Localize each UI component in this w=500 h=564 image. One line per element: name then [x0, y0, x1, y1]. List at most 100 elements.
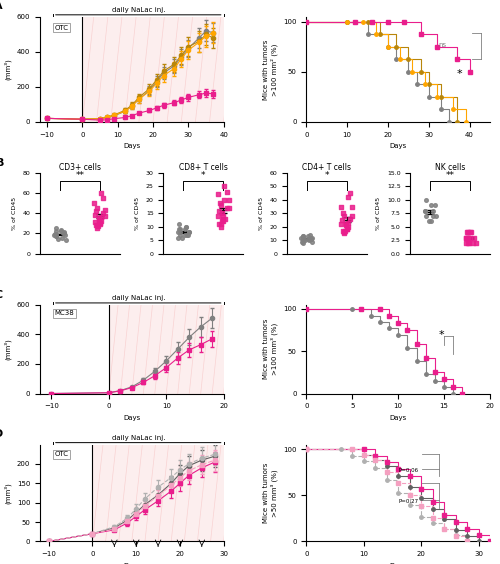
- Point: [94, 204, 102, 213]
- Point: [338, 219, 345, 228]
- Point: [462, 233, 470, 242]
- Point: [96, 219, 104, 228]
- Point: [100, 193, 108, 202]
- Point: [184, 230, 192, 239]
- Point: [428, 217, 436, 226]
- Point: [220, 217, 228, 226]
- Point: [297, 233, 305, 242]
- Point: [99, 209, 107, 218]
- Point: [182, 222, 190, 231]
- Bar: [92, 444, 224, 541]
- Point: [344, 218, 351, 227]
- Point: [308, 233, 316, 242]
- Text: daily NaLac inj.: daily NaLac inj.: [112, 7, 165, 13]
- Point: [428, 201, 436, 210]
- Point: [462, 228, 470, 237]
- Point: [92, 221, 100, 230]
- Point: [223, 187, 231, 196]
- Point: [182, 222, 190, 231]
- Point: [215, 219, 223, 228]
- Point: [341, 226, 349, 235]
- Point: [307, 234, 315, 243]
- Point: [52, 232, 60, 241]
- Text: D: D: [0, 429, 4, 439]
- Point: [216, 219, 224, 228]
- Point: [218, 217, 226, 226]
- X-axis label: Days: Days: [390, 415, 407, 421]
- X-axis label: Days: Days: [123, 143, 140, 149]
- Point: [174, 233, 182, 242]
- Y-axis label: % of CD45: % of CD45: [136, 197, 140, 230]
- Point: [422, 195, 430, 204]
- Point: [348, 212, 356, 221]
- Point: [95, 216, 103, 225]
- Point: [62, 235, 70, 244]
- Text: ns: ns: [438, 42, 446, 49]
- Point: [224, 195, 232, 204]
- Point: [92, 207, 100, 216]
- Point: [52, 224, 60, 233]
- Point: [185, 228, 193, 237]
- X-axis label: Days: Days: [123, 415, 140, 421]
- Point: [466, 233, 474, 242]
- Point: [421, 206, 429, 215]
- Point: [307, 234, 315, 243]
- Text: *: *: [457, 69, 462, 79]
- Point: [62, 231, 70, 240]
- Point: [176, 219, 184, 228]
- Point: [176, 230, 184, 239]
- Point: [176, 225, 184, 234]
- Point: [430, 201, 438, 210]
- Point: [429, 212, 437, 221]
- Point: [338, 226, 346, 235]
- Point: [466, 228, 473, 237]
- Point: [344, 222, 352, 231]
- Point: [464, 233, 472, 242]
- Point: [298, 232, 306, 241]
- Point: [216, 198, 224, 207]
- Point: [346, 214, 354, 223]
- Point: [344, 193, 352, 202]
- Y-axis label: Tumor volume
(mm³): Tumor volume (mm³): [0, 468, 11, 518]
- Text: C: C: [0, 289, 2, 299]
- Point: [93, 221, 101, 230]
- Point: [340, 228, 348, 237]
- Y-axis label: % of CD45: % of CD45: [258, 197, 264, 230]
- Text: daily NaLac inj.: daily NaLac inj.: [112, 295, 165, 301]
- Point: [220, 195, 228, 204]
- Title: CD3+ cells: CD3+ cells: [59, 163, 101, 172]
- Point: [97, 188, 105, 197]
- Point: [94, 224, 102, 233]
- Point: [102, 206, 110, 215]
- Point: [302, 236, 310, 245]
- Text: *: *: [324, 171, 329, 180]
- Text: *: *: [438, 331, 444, 341]
- Point: [218, 209, 226, 218]
- Point: [57, 227, 65, 236]
- Text: OTC: OTC: [54, 24, 68, 30]
- Text: daily NaLac inj.: daily NaLac inj.: [112, 435, 165, 440]
- Text: *: *: [201, 171, 205, 180]
- Point: [90, 199, 98, 208]
- Point: [184, 230, 192, 239]
- Title: CD4+ T cells: CD4+ T cells: [302, 163, 351, 172]
- Point: [180, 230, 188, 239]
- Point: [462, 233, 470, 242]
- Point: [218, 212, 226, 221]
- Point: [60, 229, 68, 238]
- Point: [342, 221, 350, 230]
- Point: [338, 215, 346, 224]
- Point: [464, 228, 471, 237]
- Point: [52, 227, 60, 236]
- Point: [422, 212, 430, 221]
- Point: [96, 220, 104, 229]
- Title: NK cells: NK cells: [435, 163, 466, 172]
- Y-axis label: % of CD45: % of CD45: [376, 197, 382, 230]
- Point: [343, 225, 351, 234]
- Point: [54, 234, 62, 243]
- Text: MC38: MC38: [54, 310, 74, 316]
- Point: [308, 237, 316, 246]
- Point: [300, 232, 308, 241]
- Point: [299, 236, 307, 245]
- Y-axis label: % of CD45: % of CD45: [12, 197, 17, 230]
